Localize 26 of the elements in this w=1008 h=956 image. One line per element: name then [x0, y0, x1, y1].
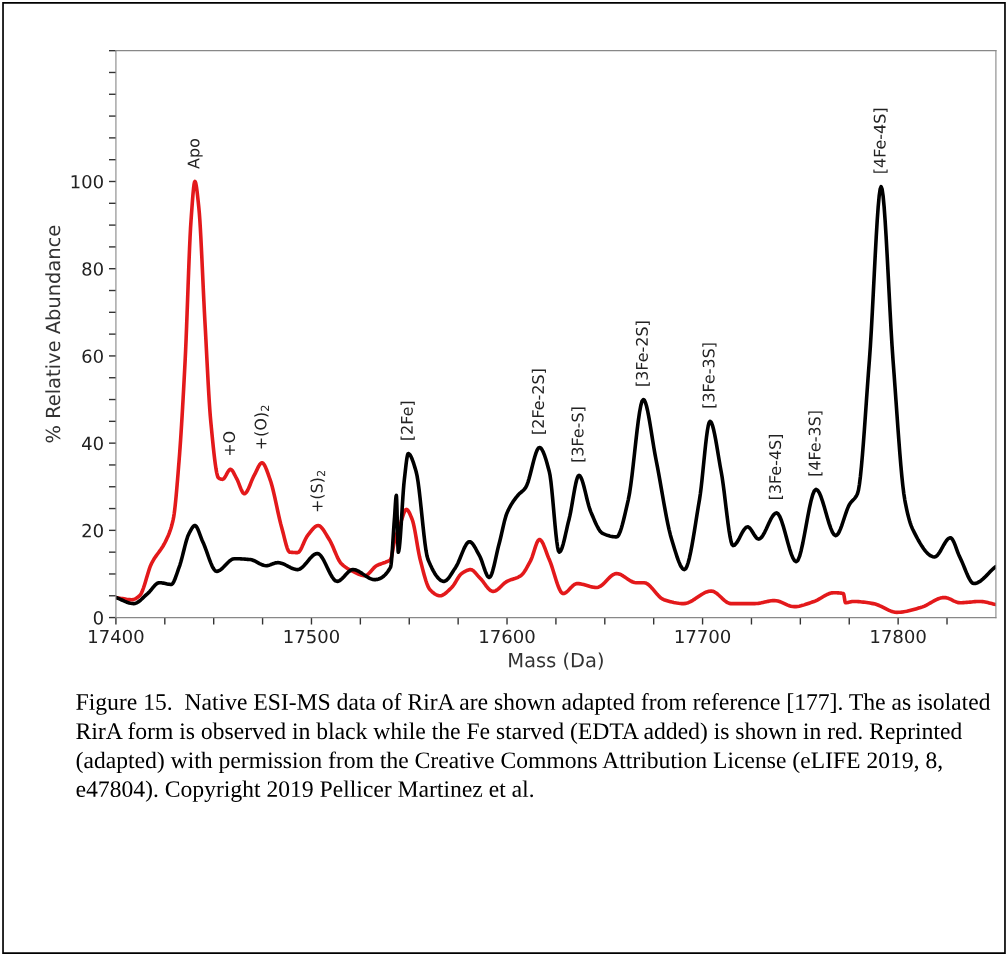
annotation: +(O)$_{2}$	[254, 405, 270, 449]
annotation: [3Fe-4S]	[768, 434, 784, 500]
x-tick-label: 17400	[89, 629, 144, 644]
annotation: [3Fe-3S]	[702, 343, 717, 408]
annotation: [2Fe]	[400, 401, 415, 440]
y-axis-title: % Relative Abundance	[45, 225, 61, 443]
x-tick-label: 17600	[480, 629, 535, 644]
x-tick-label: 17700	[675, 629, 731, 644]
x-tick-label: 17800	[871, 629, 926, 644]
y-tick-label: 60	[82, 349, 103, 364]
x-axis-title: Mass (Da)	[509, 652, 603, 670]
y-tick-label: 20	[82, 523, 103, 538]
x-tick-label: 17500	[284, 629, 339, 644]
y-tick-label: 100	[71, 174, 103, 189]
y-tick-label: 40	[82, 436, 103, 451]
annotation: [3Fe-2S]	[635, 321, 650, 386]
annotation: +(S)$_{2}$	[310, 470, 326, 512]
annotation: [3Fe-S]	[571, 407, 586, 462]
annotation: +O	[223, 431, 236, 456]
y-tick-label: 80	[82, 262, 103, 276]
caption: Figure 15. Native ESI-MS data of RirA are shown adapted from reference [177]. The as isolated RirA form is observed in black while the Fe starved (EDTA added) is shown in red. Reprinted (adapted) with permission from the Creative Commons Attribution License (eLIFE 2019, 8, e47804). Copyright 2019 Pellicer Martinez et al.	[76, 693, 991, 802]
annotation: [4Fe-4S]	[873, 108, 888, 173]
annotation: Apo	[187, 139, 203, 169]
y-tick-label: 0	[93, 611, 103, 625]
annotation: [2Fe-2S]	[531, 369, 546, 434]
annotation: [4Fe-3S]	[808, 411, 823, 476]
